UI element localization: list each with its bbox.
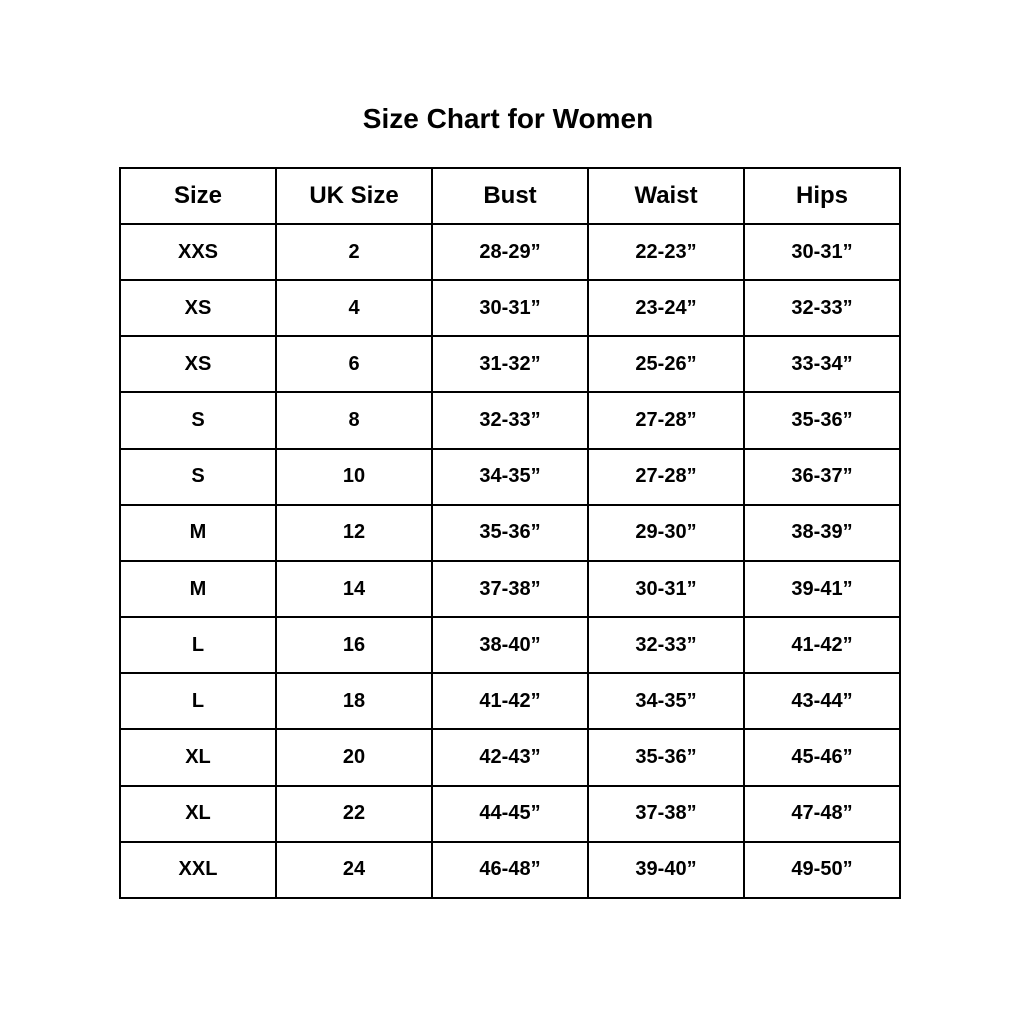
table-cell: 34-35”	[431, 447, 589, 506]
table-cell: 47-48”	[743, 784, 901, 843]
table-cell: 12	[275, 503, 433, 562]
table-cell: 39-40”	[587, 840, 745, 900]
table-cell: 25-26”	[587, 335, 745, 394]
column-header: Size	[119, 167, 277, 225]
table-row: M 12 35-36” 29-30” 38-39”	[119, 503, 901, 562]
table-cell: 16	[275, 616, 433, 675]
table-cell: XXL	[119, 840, 277, 900]
table-cell: 30-31”	[743, 222, 901, 282]
table-cell: 2	[275, 222, 433, 282]
table-cell: 30-31”	[587, 559, 745, 619]
table-cell: 6	[275, 335, 433, 394]
table-cell: 45-46”	[743, 728, 901, 787]
table-cell: 14	[275, 559, 433, 619]
table-cell: 32-33”	[587, 616, 745, 675]
table-cell: 27-28”	[587, 391, 745, 450]
table-cell: 35-36”	[431, 503, 589, 562]
table-cell: 37-38”	[587, 784, 745, 843]
table-cell: 30-31”	[431, 279, 589, 338]
table-row: XS 6 31-32” 25-26” 33-34”	[119, 335, 901, 394]
table-cell: 37-38”	[431, 559, 589, 619]
table-cell: 4	[275, 279, 433, 338]
table-row: XXS 2 28-29” 22-23” 30-31”	[119, 222, 901, 282]
table-row: L 16 38-40” 32-33” 41-42”	[119, 616, 901, 675]
table-cell: 28-29”	[431, 222, 589, 282]
column-header: Hips	[743, 167, 901, 225]
table-row: XL 22 44-45” 37-38” 47-48”	[119, 784, 901, 843]
table-cell: S	[119, 391, 277, 450]
table-cell: 33-34”	[743, 335, 901, 394]
table-cell: 41-42”	[743, 616, 901, 675]
table-cell: 38-39”	[743, 503, 901, 562]
table-cell: S	[119, 447, 277, 506]
table-cell: 43-44”	[743, 672, 901, 731]
table-cell: 22	[275, 784, 433, 843]
table-cell: 24	[275, 840, 433, 900]
table-cell: 41-42”	[431, 672, 589, 731]
table-body: XXS 2 28-29” 22-23” 30-31” XS 4 30-31” 23-24” 32-…	[119, 222, 901, 900]
table-cell: 36-37”	[743, 447, 901, 506]
table-row: XS 4 30-31” 23-24” 32-33”	[119, 279, 901, 338]
table-cell: XXS	[119, 222, 277, 282]
table-cell: 27-28”	[587, 447, 745, 506]
table-cell: 32-33”	[431, 391, 589, 450]
page-title: Size Chart for Women	[362, 103, 654, 134]
column-header: UK Size	[275, 167, 433, 225]
table-cell: 32-33”	[743, 279, 901, 338]
table-cell: 8	[275, 391, 433, 450]
table-cell: 49-50”	[743, 840, 901, 900]
table-cell: 35-36”	[743, 391, 901, 450]
table-cell: 10	[275, 447, 433, 506]
table-row: M 14 37-38” 30-31” 39-41”	[119, 559, 901, 619]
table-cell: 23-24”	[587, 279, 745, 338]
table-cell: L	[119, 672, 277, 731]
table-cell: XL	[119, 784, 277, 843]
size-chart-table: Size UK Size Bust Waist Hips XXS 2 28-29” 22-23…	[119, 167, 901, 900]
table-cell: 18	[275, 672, 433, 731]
table-row: XXL 24 46-48” 39-40” 49-50”	[119, 840, 901, 900]
table-cell: 39-41”	[743, 559, 901, 619]
table-cell: 42-43”	[431, 728, 589, 787]
table-row: L 18 41-42” 34-35” 43-44”	[119, 672, 901, 731]
table-cell: M	[119, 559, 277, 619]
table-row: XL 20 42-43” 35-36” 45-46”	[119, 728, 901, 787]
table-row: S 10 34-35” 27-28” 36-37”	[119, 447, 901, 506]
table-cell: M	[119, 503, 277, 562]
table-row: S 8 32-33” 27-28” 35-36”	[119, 391, 901, 450]
table-cell: 44-45”	[431, 784, 589, 843]
table-cell: XS	[119, 279, 277, 338]
column-header: Waist	[587, 167, 745, 225]
table-cell: 46-48”	[431, 840, 589, 900]
table-cell: 31-32”	[431, 335, 589, 394]
table-cell: 38-40”	[431, 616, 589, 675]
table-cell: 29-30”	[587, 503, 745, 562]
column-header: Bust	[431, 167, 589, 225]
table-cell: 35-36”	[587, 728, 745, 787]
table-cell: XS	[119, 335, 277, 394]
table-cell: 22-23”	[587, 222, 745, 282]
table-cell: 34-35”	[587, 672, 745, 731]
table-cell: XL	[119, 728, 277, 787]
table-cell: 20	[275, 728, 433, 787]
table-cell: L	[119, 616, 277, 675]
table-header-row: Size UK Size Bust Waist Hips	[119, 167, 901, 225]
